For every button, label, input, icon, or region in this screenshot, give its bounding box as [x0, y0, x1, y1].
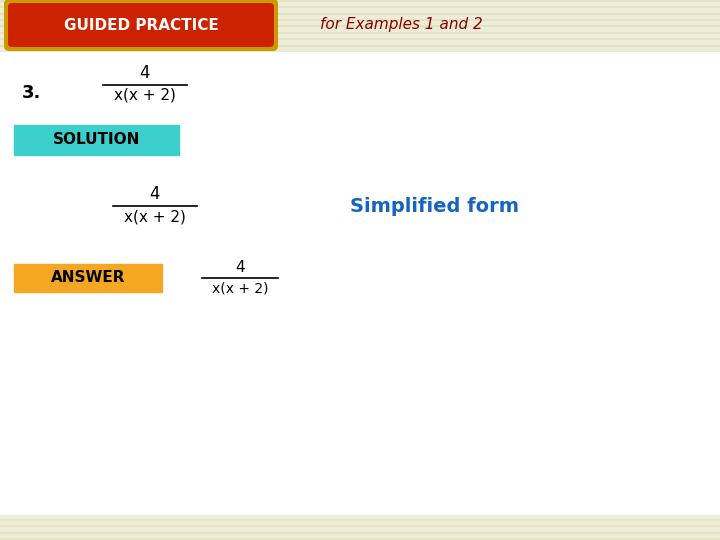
Text: 4: 4 — [235, 260, 245, 275]
Bar — [0, 515, 720, 540]
Text: for Examples 1 and 2: for Examples 1 and 2 — [320, 17, 482, 32]
Text: x(x + 2): x(x + 2) — [114, 88, 176, 103]
Text: Simplified form: Simplified form — [350, 197, 519, 215]
Text: 3.: 3. — [22, 84, 41, 102]
Bar — [14, 264, 162, 292]
Bar — [0, 52, 720, 515]
Bar — [0, 0, 720, 52]
Text: GUIDED PRACTICE: GUIDED PRACTICE — [63, 17, 218, 32]
FancyBboxPatch shape — [8, 3, 274, 47]
Bar — [14, 125, 179, 155]
FancyBboxPatch shape — [4, 0, 278, 51]
Text: SOLUTION: SOLUTION — [53, 132, 140, 147]
Text: 4: 4 — [140, 64, 150, 82]
Text: x(x + 2): x(x + 2) — [212, 281, 269, 295]
Text: 4: 4 — [150, 185, 161, 203]
Text: ANSWER: ANSWER — [50, 271, 125, 286]
Text: x(x + 2): x(x + 2) — [124, 209, 186, 224]
